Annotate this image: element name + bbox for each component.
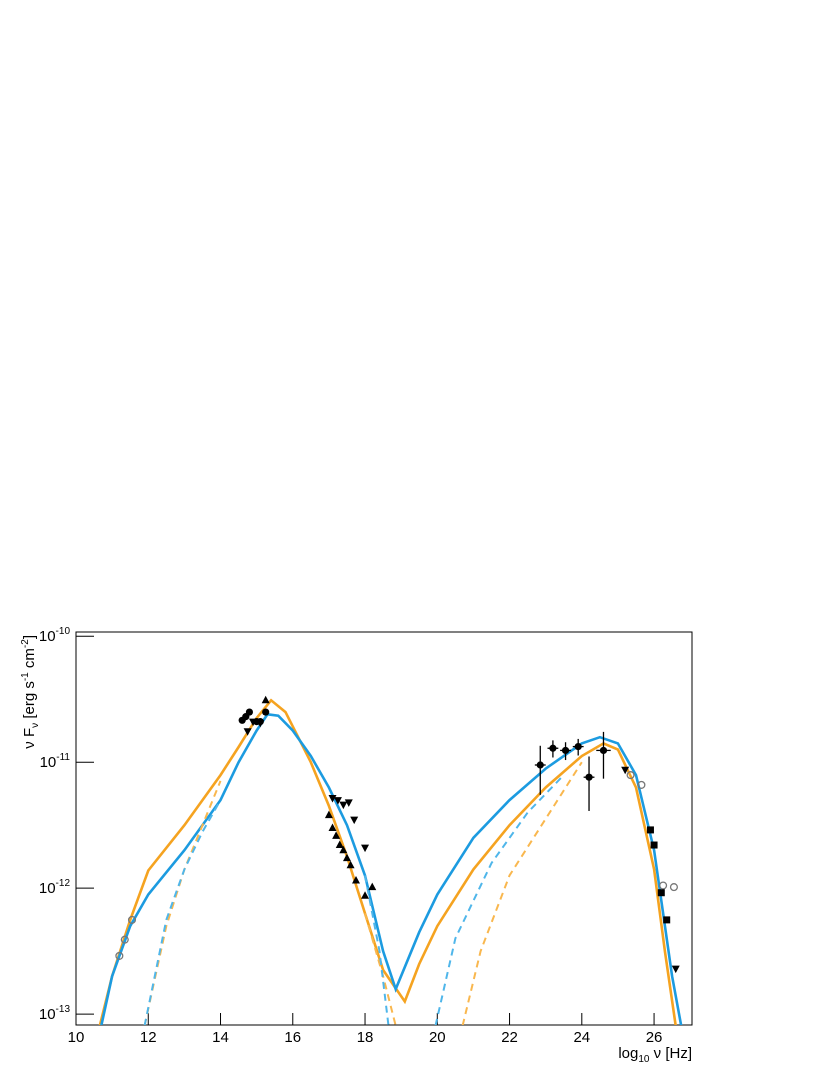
label-part: -2 (20, 639, 31, 648)
y-tick-label: 10-11 (40, 752, 71, 771)
tick-base: 10 (39, 880, 56, 897)
data-point (328, 823, 337, 832)
data-point (324, 810, 333, 819)
data-point (585, 773, 593, 781)
data-point (626, 771, 635, 780)
x-tick-label: 18 (357, 1029, 374, 1046)
dashed-curve (143, 774, 565, 1025)
data-point (127, 915, 137, 924)
label-part: cm (21, 648, 38, 672)
label-part: ] (21, 635, 38, 639)
y-axis-label: ν Fν [erg s-1 cm-2] (20, 635, 41, 749)
data-point (120, 935, 129, 944)
data-point (243, 728, 252, 736)
x-tick-label: 16 (284, 1029, 301, 1046)
data-point (256, 719, 265, 728)
label-part: 10 (638, 1054, 650, 1065)
data-point (335, 840, 344, 849)
data-point (115, 951, 124, 960)
label-part: log (618, 1045, 638, 1062)
data-point (368, 882, 377, 891)
label-part: ν (30, 723, 41, 728)
tick-base: 10 (39, 1006, 56, 1023)
tick-exponent: -11 (56, 752, 70, 763)
data-point (245, 708, 254, 716)
y-tick-label: 10-12 (39, 878, 71, 897)
data-point (650, 841, 658, 849)
data-point (657, 889, 665, 897)
data-point (339, 845, 348, 854)
data-point (361, 844, 370, 853)
data-point (549, 744, 557, 752)
data-point (342, 853, 351, 862)
data-point (669, 883, 678, 892)
data-point (346, 860, 355, 869)
label-part: -1 (20, 672, 31, 681)
data-point (339, 801, 348, 810)
data-point (671, 965, 680, 974)
data-point (261, 695, 270, 704)
data-point (621, 766, 630, 775)
data-point (344, 799, 353, 807)
tick-base: 10 (40, 754, 57, 771)
data-point (659, 881, 668, 890)
label-part: ν [Hz] (649, 1045, 692, 1062)
data-point (350, 816, 359, 825)
data-point (328, 794, 337, 803)
label-part: ν F (21, 728, 38, 749)
tick-base: 10 (39, 628, 56, 645)
x-tick-label: 10 (68, 1029, 85, 1046)
label-part: [erg s (21, 681, 38, 723)
x-tick-label: 24 (573, 1029, 590, 1046)
x-tick-label: 14 (212, 1029, 229, 1046)
data-point (352, 876, 360, 884)
data-point (536, 761, 544, 769)
data-point (561, 746, 570, 755)
data-point (599, 746, 608, 755)
data-point (332, 831, 341, 839)
plot-frame (75, 631, 693, 1026)
x-tick-label: 20 (429, 1029, 446, 1046)
data-point (262, 708, 270, 716)
data-point (333, 797, 342, 805)
data-point (249, 718, 258, 727)
data-point (361, 891, 370, 899)
data-point (574, 742, 582, 751)
x-tick-label: 26 (646, 1029, 663, 1046)
x-tick-label: 12 (140, 1029, 157, 1046)
data-point (637, 780, 646, 789)
tick-exponent: -13 (56, 1004, 71, 1015)
data-point (646, 826, 654, 834)
tick-exponent: -10 (56, 626, 71, 637)
tick-exponent: -12 (56, 878, 71, 889)
y-tick-label: 10-10 (39, 626, 71, 645)
x-tick-label: 22 (501, 1029, 518, 1046)
data-point (663, 916, 671, 924)
y-tick-label: 10-13 (39, 1004, 71, 1023)
dashed-curve (143, 761, 583, 1025)
x-axis-label: log10 ν [Hz] (618, 1045, 692, 1065)
model-curve (100, 712, 683, 1025)
